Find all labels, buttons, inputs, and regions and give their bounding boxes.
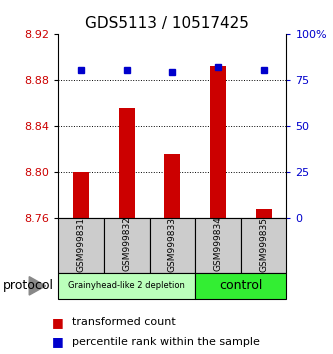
Text: GSM999832: GSM999832 <box>122 217 131 272</box>
Bar <box>165 154 180 218</box>
Bar <box>58 218 104 273</box>
Text: control: control <box>219 279 262 292</box>
Text: GSM999831: GSM999831 <box>77 217 86 272</box>
Bar <box>104 218 150 273</box>
Bar <box>119 108 135 218</box>
Text: ■: ■ <box>52 316 63 329</box>
Bar <box>73 172 89 218</box>
Text: GSM999835: GSM999835 <box>259 217 268 272</box>
Bar <box>210 66 226 218</box>
Bar <box>150 218 195 273</box>
Text: protocol: protocol <box>3 279 54 292</box>
Bar <box>195 273 286 299</box>
Text: GSM999834: GSM999834 <box>213 217 222 272</box>
Text: ■: ■ <box>52 335 63 348</box>
Bar <box>241 218 286 273</box>
Text: transformed count: transformed count <box>72 317 175 327</box>
Bar <box>256 209 271 218</box>
Bar <box>195 218 241 273</box>
Bar <box>58 273 195 299</box>
Polygon shape <box>29 277 46 295</box>
Text: GDS5113 / 10517425: GDS5113 / 10517425 <box>85 16 248 31</box>
Text: percentile rank within the sample: percentile rank within the sample <box>72 337 259 347</box>
Text: GSM999833: GSM999833 <box>168 217 177 272</box>
Text: Grainyhead-like 2 depletion: Grainyhead-like 2 depletion <box>68 281 185 290</box>
